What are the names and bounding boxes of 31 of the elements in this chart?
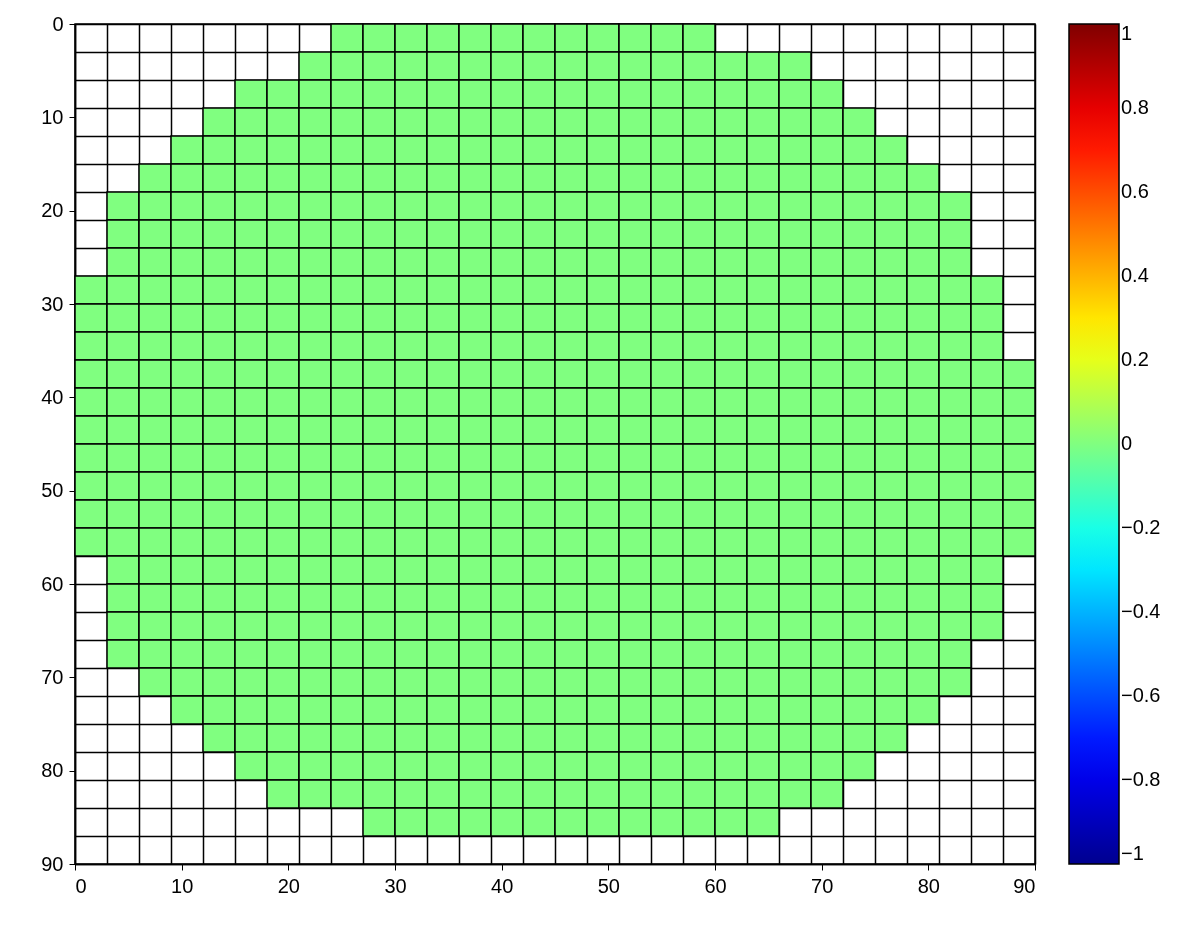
color-bar-label: −1 bbox=[1121, 842, 1144, 864]
color-bar-label: −0.2 bbox=[1121, 516, 1161, 538]
y-tick-label: 70 bbox=[41, 665, 64, 688]
x-tick-label: 40 bbox=[491, 874, 514, 897]
x-tick-label: 60 bbox=[704, 874, 727, 897]
y-tick-label: 50 bbox=[41, 479, 64, 502]
color-bar-label: −0.6 bbox=[1121, 684, 1161, 706]
y-tick-label: 0 bbox=[52, 12, 64, 35]
x-tick-label: 50 bbox=[597, 874, 620, 897]
y-tick-label: 20 bbox=[41, 199, 64, 222]
color-bar-label: 0.6 bbox=[1121, 180, 1149, 202]
y-tick-label: 60 bbox=[41, 572, 64, 595]
color-bar-label: 0.2 bbox=[1121, 348, 1149, 370]
y-tick-label: 10 bbox=[41, 105, 64, 128]
color-bar-label: 0.4 bbox=[1121, 264, 1149, 286]
color-bar-label: −0.4 bbox=[1121, 600, 1161, 622]
x-tick-label: 10 bbox=[171, 874, 194, 897]
y-tick-label: 40 bbox=[41, 385, 64, 408]
y-tick-label: 30 bbox=[41, 292, 64, 315]
color-bar-label: 1 bbox=[1121, 22, 1133, 44]
y-tick-label: 90 bbox=[41, 852, 64, 875]
x-tick-label: 80 bbox=[917, 874, 940, 897]
x-tick-label: 90 bbox=[1013, 874, 1036, 897]
color-bar-label: 0.8 bbox=[1121, 96, 1149, 118]
y-tick-label: 80 bbox=[41, 759, 64, 782]
x-tick-label: 0 bbox=[75, 874, 87, 897]
color-bar-label: 0 bbox=[1121, 432, 1133, 454]
x-tick-label: 30 bbox=[384, 874, 407, 897]
color-bar-label: −0.8 bbox=[1121, 768, 1161, 790]
x-tick-label: 20 bbox=[277, 874, 300, 897]
x-tick-label: 70 bbox=[811, 874, 834, 897]
